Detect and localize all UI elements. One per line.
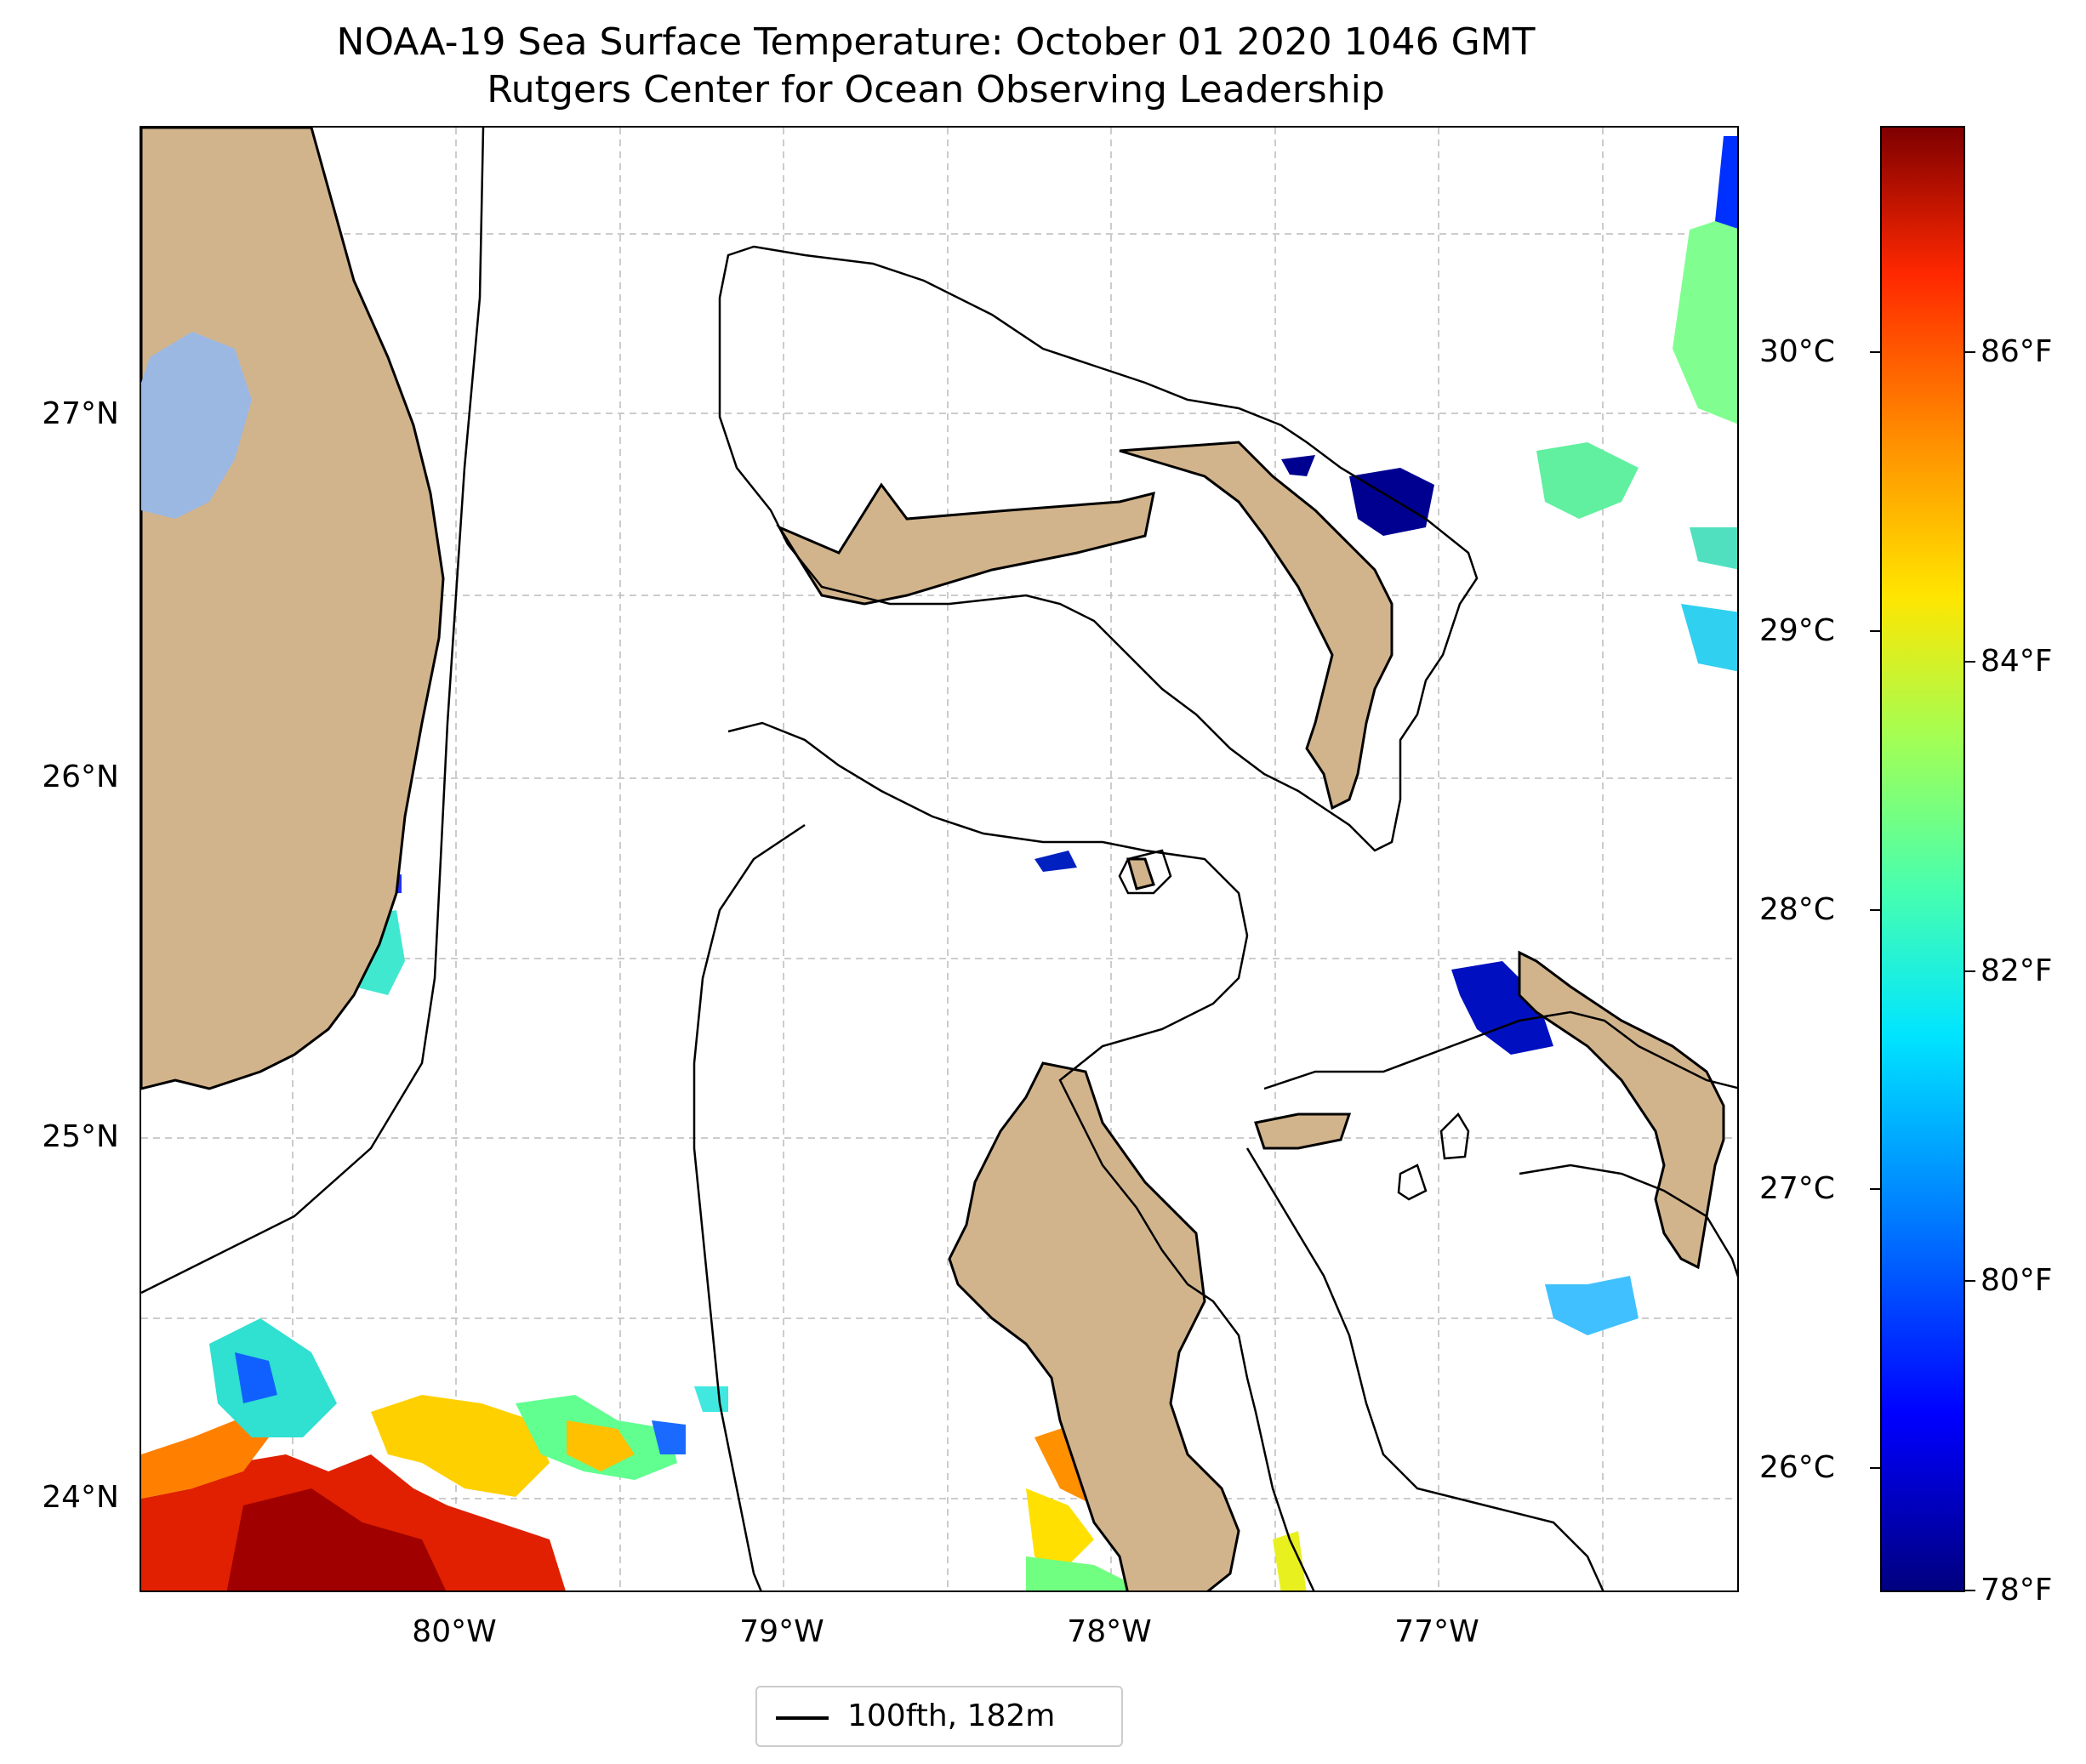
cb-tick-f-84: [1965, 661, 1975, 663]
map-title: NOAA-19 Sea Surface Temperature: October…: [336, 20, 1536, 64]
sst-patch-keys-blue: [235, 1352, 277, 1403]
sst-patch-ne-edge-blue: [1715, 136, 1737, 229]
sst-patch-keys-hot: [226, 1488, 447, 1590]
cb-tick-c-26: [1870, 1467, 1880, 1469]
cb-label-f-86: 86°F: [1981, 334, 2053, 369]
land: [141, 128, 1725, 1590]
sst-patch-ne-small-cyan: [1681, 604, 1737, 672]
cb-tick-f-82: [1965, 970, 1975, 972]
isobath-florida-shelf: [141, 128, 485, 1295]
isobath-100fth: [141, 128, 1737, 1590]
sst-patch-andros-green: [1026, 1556, 1145, 1590]
sst-patch-ne-edge-green: [1673, 213, 1737, 424]
land-andros: [948, 1061, 1240, 1590]
cb-label-c-29: 29°C: [1759, 613, 1835, 648]
cb-tick-f-80: [1965, 1280, 1975, 1282]
sst-patch-andros-yellow: [1026, 1488, 1094, 1573]
cb-tick-c-27: [1870, 1188, 1880, 1190]
sst-patch-mid-blue: [652, 1420, 686, 1454]
isobath-berry-islands: [1118, 849, 1172, 895]
isobath-south-bank: [1245, 1147, 1604, 1590]
land-eleuthera: [1518, 950, 1725, 1270]
sst-patch-ne-small-green: [1690, 527, 1737, 570]
isobath-little-bahama-bank: [718, 245, 1479, 852]
land-great-abaco: [1119, 441, 1394, 811]
sst-patch-eleuthera-blue: [1451, 961, 1553, 1055]
sst-patch-keys-orange: [141, 1420, 269, 1499]
legend-line-swatch: [776, 1716, 829, 1720]
map-subtitle: Rutgers Center for Ocean Observing Leade…: [487, 68, 1385, 111]
lon-label-79: 79°W: [739, 1614, 824, 1649]
lat-label-25: 25°N: [42, 1119, 119, 1154]
isobath-exuma-south: [1519, 1164, 1737, 1277]
lake-okeechobee: [141, 332, 252, 519]
lon-label-77: 77°W: [1394, 1614, 1479, 1649]
cb-label-c-26: 26°C: [1759, 1450, 1835, 1485]
sst-patch-mid-yellow: [567, 1420, 635, 1471]
cb-label-c-30: 30°C: [1759, 334, 1835, 369]
sst-patch-south-yellow: [1273, 1531, 1307, 1590]
isobath-small-island-2: [1397, 1164, 1428, 1201]
isobath-exuma-sound: [1263, 1010, 1737, 1090]
sst-patch-exuma-cyan: [1545, 1276, 1639, 1335]
cb-tick-f-86: [1965, 351, 1975, 353]
cb-label-f-82: 82°F: [1981, 953, 2053, 988]
cb-tick-c-29: [1870, 630, 1880, 632]
map-canvas: [141, 128, 1737, 1590]
sst-patch-ne-green: [1536, 442, 1639, 519]
cb-label-f-84: 84°F: [1981, 644, 2053, 679]
isobath-small-island-1: [1439, 1112, 1470, 1160]
sst-map[interactable]: [140, 126, 1739, 1592]
legend: 100fth, 182m: [755, 1686, 1123, 1747]
lon-label-80: 80°W: [412, 1614, 497, 1649]
colorbar: [1880, 126, 1965, 1592]
sst-patch-abaco-navy2: [1281, 455, 1315, 476]
lat-label-27: 27°N: [42, 396, 119, 431]
cb-label-f-78: 78°F: [1981, 1573, 2053, 1608]
cb-label-f-80: 80°F: [1981, 1263, 2053, 1298]
cb-tick-f-78: [1965, 1590, 1975, 1591]
legend-label: 100fth, 182m: [847, 1699, 1056, 1733]
cb-label-c-28: 28°C: [1759, 892, 1835, 927]
isobath-tongue-of-ocean: [692, 823, 806, 1590]
lon-label-78: 78°W: [1067, 1614, 1152, 1649]
isobath-great-bahama-bank-north: [727, 721, 1315, 1590]
sst-patch-keys-yellow: [371, 1395, 550, 1497]
cb-tick-c-28: [1870, 909, 1880, 911]
sst-patch-small-cyan: [694, 1386, 728, 1412]
sst-patch-abaco-navy: [1349, 468, 1434, 536]
land-berry-islands: [1126, 857, 1155, 891]
lat-label-26: 26°N: [42, 760, 119, 794]
lat-label-24: 24°N: [42, 1480, 119, 1515]
cb-label-c-27: 27°C: [1759, 1171, 1835, 1206]
cb-tick-c-30: [1870, 351, 1880, 353]
land-new-providence: [1254, 1112, 1352, 1150]
land-grand-bahama: [776, 482, 1155, 606]
sst-patch-ngbahama-blue: [1034, 851, 1077, 872]
